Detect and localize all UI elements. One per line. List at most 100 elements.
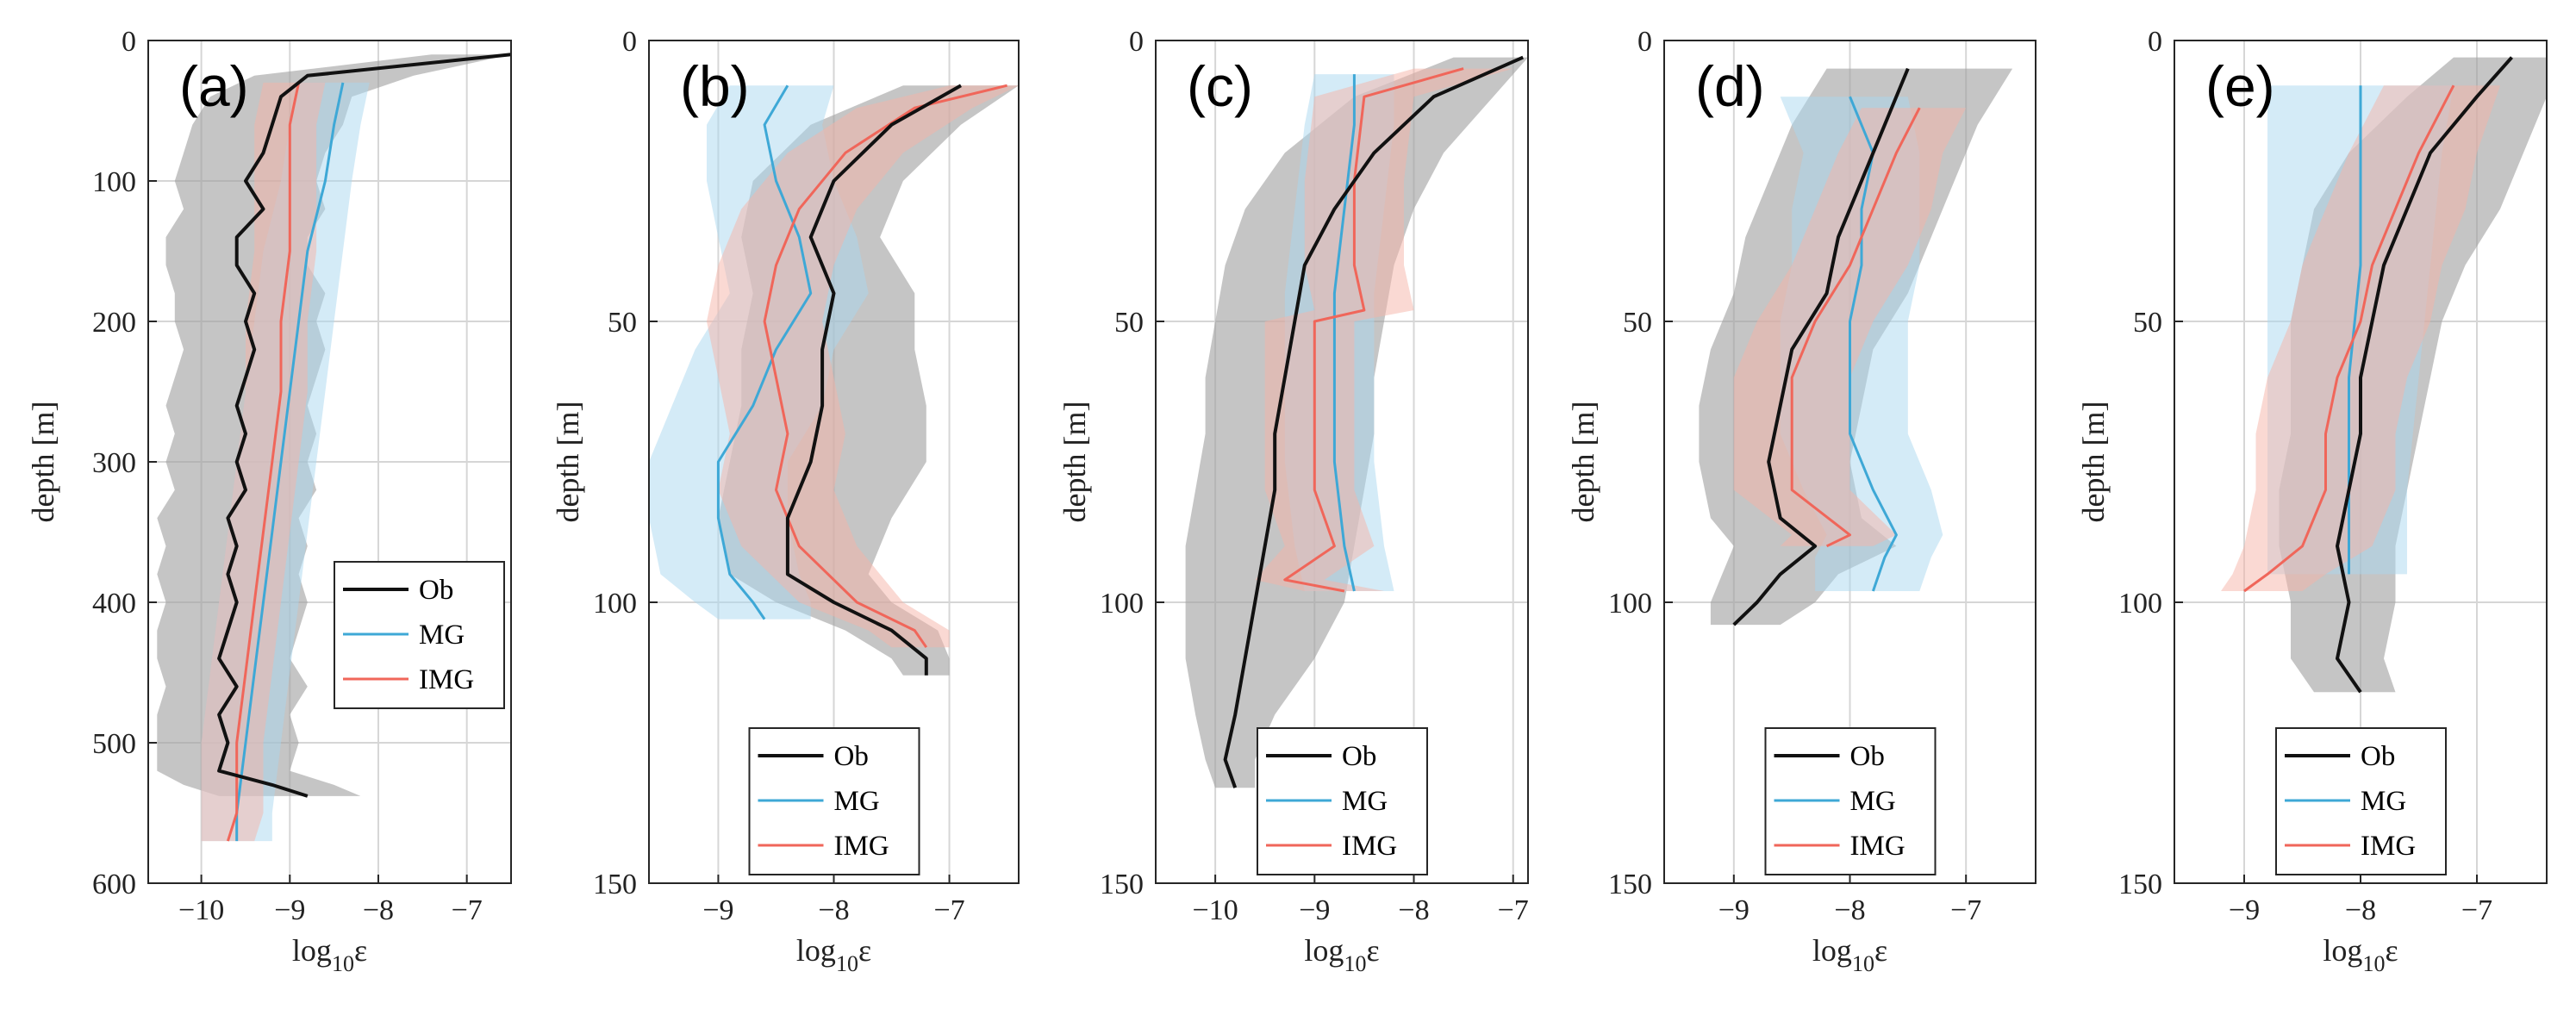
y-tick-label: 600: [92, 869, 136, 900]
y-tick-label: 50: [1623, 307, 1652, 339]
x-tick-label: −10: [178, 894, 224, 926]
x-axis-label: log10ε: [1304, 933, 1379, 976]
line-img: [1283, 67, 1464, 593]
x-tick-label: −8: [1398, 894, 1429, 926]
x-tick-label: −9: [1718, 894, 1750, 926]
legend-label-ob: Ob: [2361, 741, 2395, 772]
y-tick-label: 50: [1114, 307, 1144, 339]
band-img: [707, 85, 1019, 648]
x-axis-label-subscript: 10: [1344, 951, 1366, 976]
x-tick-label: −9: [2229, 894, 2260, 926]
x-axis-label-subscript: 10: [836, 951, 858, 976]
x-axis-label: log10ε: [796, 933, 871, 976]
y-tick-label: 0: [622, 26, 637, 58]
x-axis-label-base: log: [2323, 933, 2362, 968]
x-tick-label: −8: [2345, 894, 2376, 926]
line-mg: [1849, 96, 1898, 592]
legend: Ob MG IMG: [748, 727, 920, 875]
y-axis-label: depth [m]: [26, 402, 60, 523]
x-tick-label: −9: [1299, 894, 1330, 926]
y-tick-label: 0: [1129, 26, 1144, 58]
x-axis-label: log10ε: [1812, 933, 1887, 976]
x-axis-label: log10ε: [2323, 933, 2398, 976]
legend-label-mg: MG: [419, 620, 465, 651]
data-layer: [649, 84, 1019, 676]
data-layer: [2221, 56, 2547, 694]
y-tick-label: 300: [92, 447, 136, 479]
x-axis-label-variable: ε: [2385, 933, 2398, 968]
x-tick-label: −7: [933, 894, 964, 926]
x-axis-label-base: log: [292, 933, 332, 968]
panel-a: −10 −9 −8 −7 0 100 200 300 400 500 600 log10ε depth …: [26, 26, 512, 976]
line-ob: [217, 53, 511, 798]
legend-label-ob: Ob: [1342, 741, 1376, 772]
x-axis-label-subscript: 10: [1852, 951, 1874, 976]
line-ob: [1732, 67, 1910, 626]
y-tick-label: 50: [2133, 307, 2162, 339]
legend-label-mg: MG: [834, 786, 880, 817]
x-axis-label-subscript: 10: [332, 951, 354, 976]
x-tick-label: −7: [1498, 894, 1529, 926]
x-axis-label-base: log: [1304, 933, 1344, 968]
legend-label-img: IMG: [1342, 831, 1397, 862]
panel-e: −9 −8 −7 0 50 100 150 log10ε depth [m] (e) Ob MG IMG: [2076, 26, 2548, 976]
legend-label-mg: MG: [2361, 786, 2406, 817]
data-layer: [1185, 55, 1528, 788]
legend: Ob MG IMG: [1764, 727, 1937, 875]
line-mg: [2348, 85, 2362, 575]
y-axis-label: depth [m]: [1057, 402, 1092, 523]
band-img: [1255, 68, 1513, 592]
legend: Ob MG IMG: [2275, 727, 2447, 875]
x-axis-label-variable: ε: [858, 933, 871, 968]
x-axis-label-variable: ε: [1874, 933, 1887, 968]
legend-label-ob: Ob: [419, 575, 453, 606]
legend-label-mg: MG: [1342, 786, 1388, 817]
panel-d: −9 −8 −7 0 50 100 150 log10ε depth [m] (d) Ob MG IMG: [1566, 26, 2036, 976]
y-tick-label: 100: [1100, 588, 1144, 620]
panel-label: (c): [1187, 54, 1253, 118]
y-tick-label: 0: [122, 26, 136, 58]
line-ob: [1223, 55, 1525, 788]
legend-label-img: IMG: [1850, 831, 1905, 862]
panel-label: (d): [1695, 54, 1765, 118]
y-tick-label: 400: [92, 588, 136, 620]
legend-label-ob: Ob: [1850, 741, 1885, 772]
y-axis-label: depth [m]: [1566, 402, 1600, 523]
x-axis-label: log10ε: [292, 933, 367, 976]
y-tick-label: 0: [2148, 26, 2162, 58]
y-tick-label: 100: [1608, 588, 1652, 620]
y-axis-label: depth [m]: [551, 402, 585, 523]
line-img: [226, 82, 301, 842]
line-img: [1790, 107, 1921, 548]
panel-label: (e): [2205, 54, 2275, 118]
y-tick-label: 100: [2118, 588, 2162, 620]
x-tick-label: −7: [1950, 894, 1981, 926]
y-tick-label: 500: [92, 728, 136, 760]
y-tick-label: 50: [608, 307, 637, 339]
line-mg: [235, 82, 345, 842]
y-tick-label: 150: [1608, 869, 1652, 900]
legend-label-img: IMG: [419, 664, 474, 695]
y-tick-label: 150: [1100, 869, 1144, 900]
x-axis-label-variable: ε: [1366, 933, 1379, 968]
data-layer: [157, 53, 511, 842]
y-axis-label: depth [m]: [2076, 402, 2111, 523]
x-axis-label-variable: ε: [354, 933, 367, 968]
y-tick-label: 0: [1637, 26, 1652, 58]
x-tick-label: −9: [274, 894, 305, 926]
line-ob: [2336, 56, 2513, 694]
x-tick-label: −8: [1834, 894, 1865, 926]
y-tick-label: 200: [92, 307, 136, 339]
y-tick-label: 100: [92, 166, 136, 198]
y-tick-label: 100: [593, 588, 637, 620]
band-img: [2221, 85, 2500, 591]
legend: Ob MG IMG: [334, 561, 505, 709]
panel-label: (b): [680, 54, 750, 118]
data-layer: [1699, 67, 2013, 626]
band-img: [201, 82, 326, 842]
line-mg: [716, 84, 813, 620]
x-axis-label-base: log: [796, 933, 836, 968]
x-tick-label: −9: [702, 894, 733, 926]
legend-label-img: IMG: [834, 831, 889, 862]
x-tick-label: −7: [2461, 894, 2492, 926]
